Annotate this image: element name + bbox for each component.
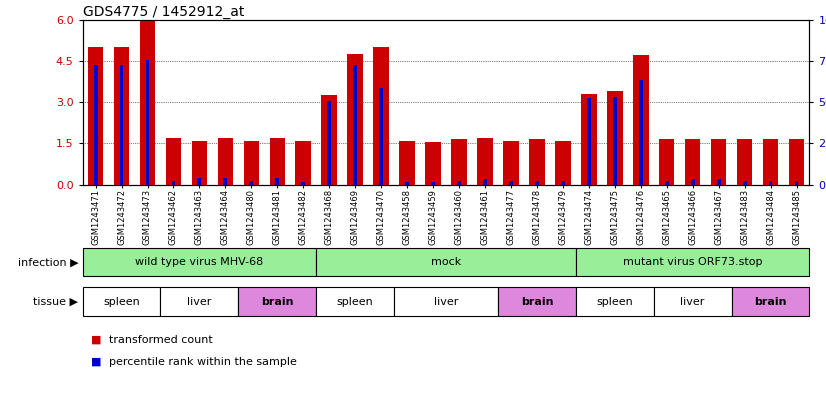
Bar — [269, 138, 285, 185]
Text: liver: liver — [434, 297, 458, 307]
Bar — [217, 138, 233, 185]
Text: spleen: spleen — [596, 297, 634, 307]
Text: liver: liver — [681, 297, 705, 307]
Bar — [192, 141, 207, 185]
Bar — [717, 179, 720, 185]
Bar — [373, 47, 389, 185]
Text: brain: brain — [520, 297, 553, 307]
Bar — [477, 138, 493, 185]
Bar — [586, 98, 591, 185]
Bar — [145, 59, 150, 185]
Bar — [197, 178, 202, 185]
Bar — [239, 287, 316, 316]
Bar — [83, 287, 160, 316]
Bar — [633, 55, 648, 185]
Bar — [321, 95, 337, 185]
Bar — [394, 287, 498, 316]
Bar — [83, 248, 316, 277]
Bar — [529, 139, 544, 185]
Bar — [762, 139, 778, 185]
Bar — [659, 139, 675, 185]
Bar — [732, 287, 809, 316]
Bar — [711, 139, 726, 185]
Bar — [249, 180, 254, 185]
Bar — [140, 20, 155, 185]
Bar — [576, 248, 809, 277]
Bar — [535, 180, 539, 185]
Bar — [88, 47, 103, 185]
Bar — [327, 101, 331, 185]
Bar — [483, 179, 487, 185]
Bar — [509, 180, 513, 185]
Bar — [555, 141, 571, 185]
Text: mutant virus ORF73.stop: mutant virus ORF73.stop — [623, 257, 762, 267]
Bar — [301, 182, 306, 185]
Bar — [561, 180, 565, 185]
Text: mock: mock — [431, 257, 461, 267]
Bar — [576, 287, 653, 316]
Bar — [665, 180, 669, 185]
Bar — [691, 179, 695, 185]
Text: infection ▶: infection ▶ — [18, 257, 78, 267]
Bar — [795, 180, 799, 185]
Bar — [399, 141, 415, 185]
Bar — [638, 80, 643, 185]
Text: brain: brain — [754, 297, 787, 307]
Bar — [607, 91, 623, 185]
Bar — [296, 141, 311, 185]
Bar — [354, 65, 357, 185]
Bar — [160, 287, 239, 316]
Text: transformed count: transformed count — [109, 335, 213, 345]
Bar — [316, 287, 394, 316]
Bar — [581, 94, 596, 185]
Bar — [379, 88, 383, 185]
Bar — [498, 287, 576, 316]
Bar — [316, 248, 576, 277]
Text: liver: liver — [188, 297, 211, 307]
Bar — [120, 65, 124, 185]
Text: GDS4775 / 1452912_at: GDS4775 / 1452912_at — [83, 5, 244, 18]
Text: spleen: spleen — [337, 297, 373, 307]
Text: tissue ▶: tissue ▶ — [34, 297, 78, 307]
Bar — [348, 54, 363, 185]
Bar — [743, 180, 747, 185]
Text: spleen: spleen — [103, 297, 140, 307]
Bar — [457, 180, 461, 185]
Bar — [93, 65, 97, 185]
Bar — [275, 178, 279, 185]
Bar — [425, 142, 441, 185]
Text: brain: brain — [261, 297, 293, 307]
Bar — [166, 138, 181, 185]
Text: ■: ■ — [91, 356, 105, 367]
Text: percentile rank within the sample: percentile rank within the sample — [109, 356, 297, 367]
Bar — [503, 141, 519, 185]
Bar — [172, 180, 175, 185]
Bar — [768, 180, 772, 185]
Text: wild type virus MHV-68: wild type virus MHV-68 — [135, 257, 263, 267]
Bar — [223, 178, 227, 185]
Bar — [406, 182, 409, 185]
Bar — [789, 139, 805, 185]
Bar — [737, 139, 752, 185]
Bar — [431, 182, 435, 185]
Bar — [114, 47, 130, 185]
Bar — [244, 141, 259, 185]
Bar — [451, 139, 467, 185]
Bar — [685, 139, 700, 185]
Bar — [653, 287, 732, 316]
Text: ■: ■ — [91, 335, 105, 345]
Bar — [613, 97, 617, 185]
